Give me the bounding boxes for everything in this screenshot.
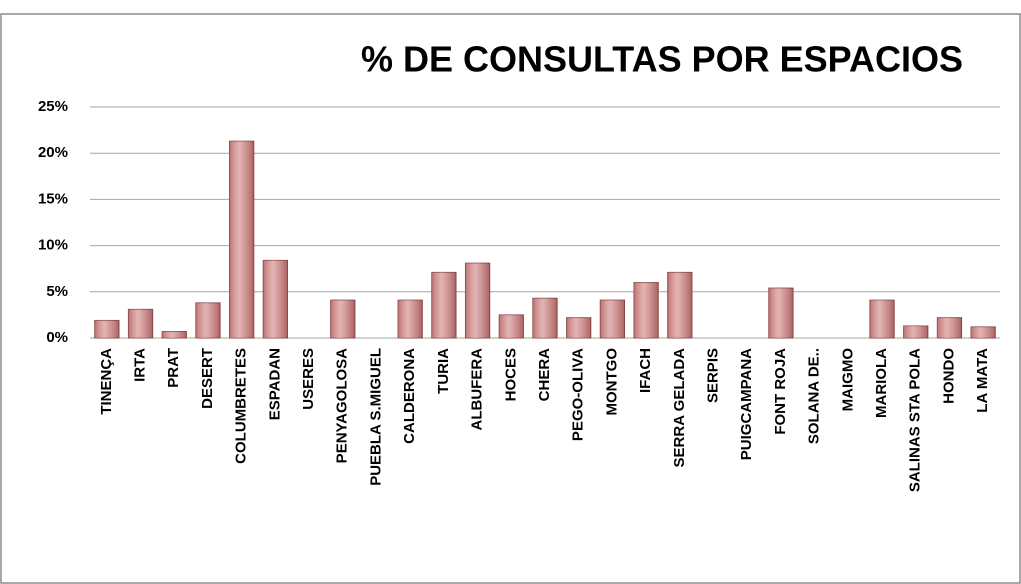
x-tick-label: SOLANA DE.. — [806, 348, 823, 444]
x-tick-label: PUIGCAMPANA — [738, 348, 755, 460]
chart-border — [0, 13, 1021, 584]
x-tick-label: HOCES — [502, 348, 519, 401]
bar — [869, 299, 895, 339]
bar — [195, 302, 221, 339]
x-tick-label: LA MATA — [974, 348, 991, 413]
x-tick-label: MONTGO — [603, 348, 620, 416]
y-tick-label: 0% — [46, 329, 68, 346]
x-tick-label: IFACH — [637, 348, 654, 393]
x-tick-label: COLUMBRETES — [233, 348, 250, 464]
x-tick-label: SALINAS STA POLA — [907, 348, 924, 492]
x-tick-label: FONT ROJA — [772, 348, 789, 435]
bar — [566, 317, 592, 339]
bar — [127, 308, 154, 339]
bar — [936, 317, 963, 339]
chart-title: % DE CONSULTAS POR ESPACIOS — [361, 39, 963, 80]
x-tick-label: IRTA — [132, 348, 149, 382]
x-tick-label: PRAT — [165, 348, 182, 388]
y-tick-label: 15% — [38, 190, 68, 207]
x-tick-label: DESERT — [199, 348, 216, 409]
y-tick-label: 25% — [38, 98, 68, 115]
bar — [229, 140, 255, 339]
bar — [667, 271, 693, 339]
bar — [330, 299, 356, 339]
x-tick-label: PEGO-OLIVA — [570, 348, 587, 441]
bar — [498, 314, 524, 339]
x-tick-label: CALDERONA — [401, 348, 418, 444]
x-tick-label: ALBUFERA — [469, 348, 486, 431]
x-tick-label: MAIGMO — [839, 348, 856, 412]
x-tick-label: USERES — [300, 348, 317, 410]
x-tick-label: TINENÇA — [98, 348, 115, 415]
bar — [532, 297, 558, 339]
x-tick-label: PUEBLA S.MIGUEL — [367, 348, 384, 486]
bar — [768, 287, 794, 339]
bar — [431, 271, 457, 339]
bar — [633, 282, 659, 339]
bar — [161, 331, 187, 339]
y-tick-label: 20% — [38, 144, 68, 161]
x-tick-label: SERRA GELADA — [671, 348, 688, 468]
bar — [94, 319, 120, 339]
x-tick-label: TURIA — [435, 348, 452, 394]
x-tick-label: HONDO — [940, 348, 957, 404]
x-tick-label: SERPIS — [704, 348, 721, 403]
bar — [903, 325, 929, 339]
x-tick-label: PENYAGOLOSA — [334, 348, 351, 463]
x-tick-label: ESPADAN — [266, 348, 283, 420]
bar — [397, 299, 423, 339]
y-tick-label: 5% — [46, 283, 68, 300]
y-tick-label: 10% — [38, 237, 68, 254]
x-tick-label: CHERA — [536, 348, 553, 402]
x-tick-label: MARIOLA — [873, 348, 890, 418]
bar — [599, 299, 626, 339]
bar — [970, 326, 996, 339]
bar — [464, 262, 491, 339]
bar — [262, 259, 289, 339]
